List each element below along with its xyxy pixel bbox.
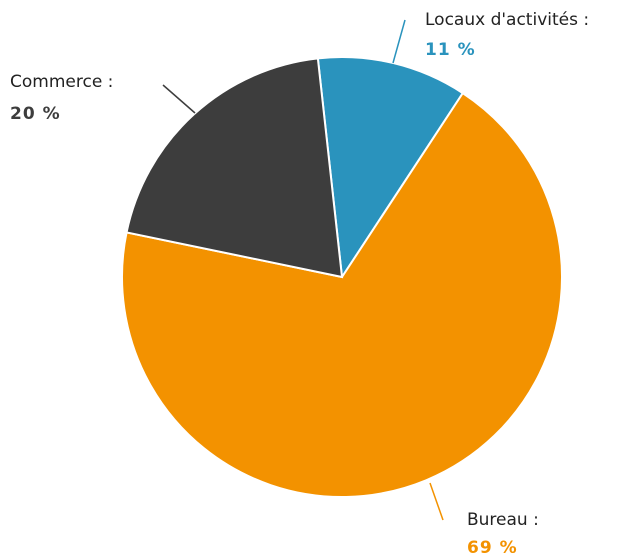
- leader-line: [392, 19, 406, 64]
- slice-label: Locaux d'activités :: [425, 10, 589, 30]
- value-label: 20 %: [10, 104, 61, 124]
- pie-slice: [125, 57, 344, 279]
- pie-slice: [121, 91, 563, 498]
- slice-label: Commerce :: [10, 72, 113, 92]
- value-label: 69 %: [467, 538, 518, 554]
- value-label: 11 %: [425, 40, 476, 60]
- pie-slice: [316, 56, 465, 280]
- leader-line: [162, 84, 196, 114]
- slice-label: Bureau :: [467, 510, 539, 530]
- leader-line: [429, 482, 444, 521]
